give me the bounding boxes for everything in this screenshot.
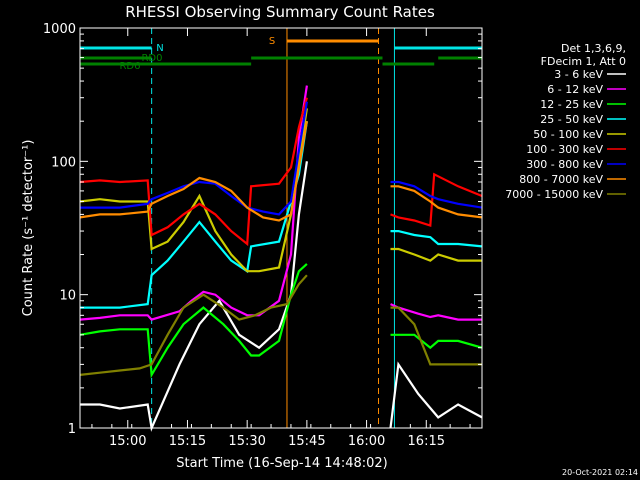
series-line-3-1 xyxy=(390,230,483,248)
x-tick-label: 15:30 xyxy=(228,434,265,449)
legend-header: Det 1,3,6,9, xyxy=(561,42,626,55)
series-line-8-0 xyxy=(79,274,308,376)
series-line-6-1 xyxy=(390,180,483,209)
y-axis-label: Count Rate (s⁻¹ detector⁻¹) xyxy=(21,140,36,317)
x-tick-label: 16:15 xyxy=(408,434,445,449)
y-tick-label: 1 xyxy=(68,422,76,437)
legend-label: 6 - 12 keV xyxy=(547,83,603,96)
series-line-5-0 xyxy=(79,97,308,247)
annotation-rd0: RD0 xyxy=(141,53,162,64)
series-line-2-1 xyxy=(390,333,483,350)
y-tick-label: 10 xyxy=(59,289,76,304)
plot-frame xyxy=(79,27,483,429)
legend-label: 3 - 6 keV xyxy=(554,68,603,81)
legend-label: 7000 - 15000 keV xyxy=(505,188,603,201)
y-tick-label: 100 xyxy=(51,155,76,170)
series-line-5-1 xyxy=(390,172,483,227)
x-axis-label: Start Time (16-Sep-14 14:48:02) xyxy=(176,456,387,471)
series-line-7-0 xyxy=(79,121,308,222)
series-line-1-0 xyxy=(79,85,308,321)
legend-label: 50 - 100 keV xyxy=(533,128,603,141)
series-line-4-1 xyxy=(390,247,482,262)
x-tick-label: 16:00 xyxy=(348,434,385,449)
series-line-7-1 xyxy=(390,185,483,219)
x-tick-label: 15:15 xyxy=(169,434,206,449)
legend-label: 25 - 50 keV xyxy=(540,113,603,126)
chart-title: RHESSI Observing Summary Count Rates xyxy=(125,3,435,21)
series-line-4-0 xyxy=(79,108,308,273)
series-line-8-1 xyxy=(390,306,482,366)
footer-date: 20-Oct-2021 02:14 xyxy=(562,468,638,477)
y-tick-label: 1000 xyxy=(43,22,76,37)
legend-label: 300 - 800 keV xyxy=(526,158,603,171)
legend-label: 100 - 300 keV xyxy=(526,143,603,156)
series-line-6-0 xyxy=(80,101,308,216)
legend-header: FDecim 1, Att 0 xyxy=(541,55,626,68)
series-line-3-0 xyxy=(80,121,308,309)
legend-label: 12 - 25 keV xyxy=(540,98,603,111)
series-line-0-1 xyxy=(389,361,483,429)
annotation-s: S xyxy=(269,36,275,47)
legend: Det 1,3,6,9,FDecim 1, Att 03 - 6 keV 6 - … xyxy=(505,42,626,201)
x-tick-label: 15:00 xyxy=(109,434,146,449)
annotation-rd6: RD6 xyxy=(119,61,140,72)
annotation-n: N xyxy=(156,43,163,54)
x-tick-label: 15:45 xyxy=(288,434,325,449)
legend-label: 800 - 7000 keV xyxy=(519,173,603,186)
series-line-2-0 xyxy=(79,263,308,379)
